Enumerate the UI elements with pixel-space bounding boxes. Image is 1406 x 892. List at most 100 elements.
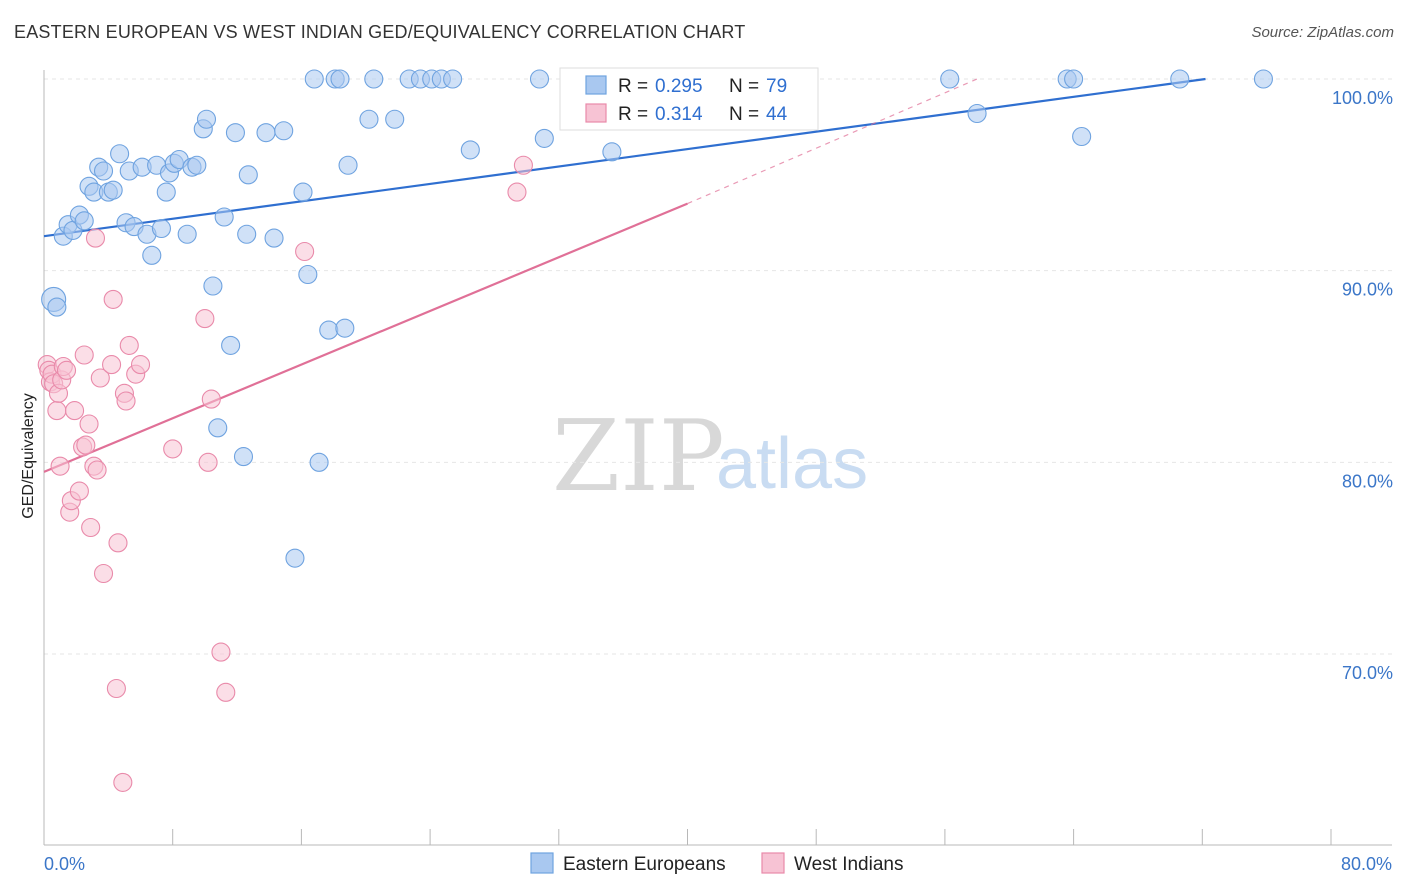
point-west-indians-40 — [216, 682, 236, 702]
point-eastern-europeans-6 — [74, 211, 94, 231]
point-west-indians-28 — [108, 533, 128, 553]
point-eastern-europeans-19 — [142, 245, 162, 265]
point-eastern-europeans-21 — [151, 218, 171, 239]
watermark-atlas: atlas — [716, 424, 868, 504]
point-eastern-europeans-77 — [309, 452, 329, 472]
point-eastern-europeans-67 — [967, 103, 987, 124]
point-west-indians-13 — [65, 401, 85, 421]
point-eastern-europeans-40 — [293, 182, 313, 202]
point-eastern-europeans-34 — [225, 123, 245, 143]
bottom-legend-label-eastern-europeans: Eastern Europeans — [563, 854, 726, 875]
point-west-indians-5 — [47, 401, 67, 421]
bottom-legend-swatch-eastern-europeans — [530, 852, 554, 874]
point-eastern-europeans-57 — [529, 69, 550, 89]
point-west-indians-21 — [85, 228, 106, 248]
y-tick-label-0: 100.0% — [1332, 88, 1393, 108]
y-tick-label-3: 70.0% — [1342, 663, 1393, 683]
point-eastern-europeans-31 — [203, 276, 223, 296]
point-eastern-europeans-12 — [103, 180, 123, 200]
legend-swatch-west-indians — [585, 103, 607, 123]
point-west-indians-32 — [119, 335, 139, 355]
legend-r-value-2: 0.314 — [655, 104, 703, 125]
point-eastern-europeans-36 — [238, 165, 258, 185]
legend-r-label-2: R = — [618, 104, 648, 125]
point-eastern-europeans-43 — [319, 320, 339, 340]
point-west-indians-37 — [198, 452, 218, 472]
point-west-indians-39 — [211, 642, 231, 662]
legend-swatch-eastern-europeans — [585, 75, 607, 95]
point-eastern-europeans-33 — [221, 335, 241, 355]
legend-r-value-1: 0.295 — [655, 76, 703, 97]
point-eastern-europeans-50 — [385, 109, 405, 129]
point-west-indians-10 — [56, 360, 77, 380]
point-eastern-europeans-30 — [196, 109, 217, 129]
trend-line-1 — [43, 202, 688, 473]
point-eastern-europeans-66 — [940, 69, 960, 89]
point-west-indians-19 — [81, 517, 101, 538]
point-eastern-europeans-42 — [304, 69, 324, 89]
point-west-indians-31 — [116, 391, 136, 411]
point-eastern-europeans-55 — [443, 69, 463, 89]
point-eastern-europeans-58 — [534, 128, 554, 148]
legend-n-label-2: N = — [729, 104, 759, 125]
legend-n-label-1: N = — [729, 76, 759, 97]
legend-r-label-1: R = — [618, 76, 648, 97]
point-eastern-europeans-41 — [298, 264, 318, 285]
source-credit: Source: ZipAtlas.com — [1251, 24, 1394, 41]
legend-n-value-1: 79 — [766, 76, 787, 97]
y-tick-label-2: 80.0% — [1342, 471, 1393, 491]
point-west-indians-36 — [195, 309, 215, 329]
x-ticks — [43, 829, 1332, 845]
point-eastern-europeans-32 — [214, 207, 234, 227]
point-west-indians-7 — [50, 456, 70, 476]
point-eastern-europeans-78 — [285, 548, 305, 568]
chart-title: EASTERN EUROPEAN VS WEST INDIAN GED/EQUI… — [14, 22, 746, 42]
point-west-indians-24 — [93, 563, 114, 584]
point-eastern-europeans-60 — [602, 142, 622, 162]
point-eastern-europeans-72 — [1253, 69, 1273, 89]
point-west-indians-27 — [106, 678, 126, 699]
point-west-indians-41 — [295, 241, 315, 262]
legend-n-value-2: 44 — [766, 104, 788, 125]
trend-line-extension-1 — [687, 78, 978, 205]
x-tick-label-right: 80.0% — [1341, 854, 1392, 874]
point-west-indians-18 — [79, 414, 99, 434]
point-eastern-europeans-26 — [177, 224, 197, 244]
watermark-zip: ZIP — [552, 400, 725, 514]
point-eastern-europeans-69 — [1064, 69, 1084, 89]
point-eastern-europeans-38 — [264, 228, 284, 248]
y-axis-label: GED/Equivalency — [20, 393, 37, 518]
point-eastern-europeans-1 — [47, 297, 67, 317]
point-eastern-europeans-35 — [237, 224, 257, 244]
bottom-legend: Eastern Europeans West Indians — [530, 852, 903, 875]
bottom-legend-label-west-indians: West Indians — [794, 854, 903, 875]
x-tick-label-left: 0.0% — [44, 854, 85, 874]
point-eastern-europeans-47 — [338, 155, 358, 175]
point-eastern-europeans-10 — [93, 161, 114, 181]
point-eastern-europeans-37 — [256, 123, 276, 143]
point-eastern-europeans-70 — [1072, 126, 1092, 147]
point-west-indians-16 — [74, 345, 94, 365]
point-west-indians-42 — [513, 155, 533, 175]
point-eastern-europeans-45 — [330, 69, 350, 89]
point-eastern-europeans-46 — [335, 318, 355, 338]
point-eastern-europeans-22 — [156, 182, 176, 202]
gridlines — [44, 78, 1392, 655]
point-west-indians-26 — [103, 289, 123, 309]
trend-lines — [43, 77, 1206, 473]
bottom-legend-swatch-west-indians — [761, 852, 785, 874]
point-west-indians-17 — [76, 435, 96, 455]
point-west-indians-35 — [163, 439, 183, 459]
y-tick-label-1: 90.0% — [1342, 280, 1393, 300]
point-eastern-europeans-76 — [233, 447, 254, 467]
point-west-indians-38 — [201, 389, 221, 409]
point-west-indians-22 — [87, 460, 107, 480]
point-west-indians-25 — [102, 355, 122, 375]
point-eastern-europeans-75 — [208, 418, 228, 438]
y-tick-labels: 100.0% 90.0% 80.0% 70.0% — [1332, 88, 1393, 683]
point-eastern-europeans-28 — [187, 155, 207, 175]
point-eastern-europeans-56 — [460, 140, 480, 160]
point-eastern-europeans-13 — [110, 144, 130, 164]
legend-box: R = 0.295 N = 79 R = 0.314 N = 44 — [559, 67, 819, 131]
point-eastern-europeans-48 — [359, 109, 379, 129]
